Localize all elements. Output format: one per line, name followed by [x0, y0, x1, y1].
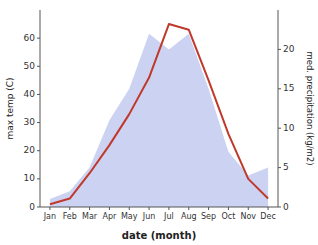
x-tick-label: Sep: [201, 212, 216, 221]
x-tick-label: Jan: [43, 212, 56, 221]
x-tick: [49, 207, 50, 210]
y-tick: [37, 122, 40, 123]
x-tick-label: Jun: [142, 212, 156, 221]
x-tick: [129, 207, 130, 210]
x-tick-label: Aug: [181, 212, 197, 221]
y-tick-label: 10: [24, 173, 36, 183]
x-tick-label: Mar: [82, 212, 98, 221]
y2-axis-line: [278, 10, 279, 207]
y-axis-line: [40, 10, 41, 207]
x-axis-label: date (month): [122, 230, 196, 241]
x-tick: [89, 207, 90, 210]
line: [50, 24, 268, 204]
y-tick-label: 0: [29, 202, 35, 212]
y-tick: [37, 178, 40, 179]
y2-tick: [278, 167, 281, 168]
x-tick-label: Nov: [240, 212, 256, 221]
y2-tick-label: 0: [283, 202, 289, 212]
x-tick-label: Apr: [102, 212, 117, 221]
y-tick: [37, 38, 40, 39]
y2-tick: [278, 207, 281, 208]
x-tick-label: May: [121, 212, 138, 221]
y2-axis-label: med. precipitation (kg/m2): [305, 51, 315, 165]
y-tick: [37, 150, 40, 151]
y-tick: [37, 94, 40, 95]
x-tick: [208, 207, 209, 210]
x-tick-label: Jul: [163, 212, 174, 221]
y2-tick: [278, 49, 281, 50]
x-tick: [69, 207, 70, 210]
y2-tick: [278, 128, 281, 129]
y-tick-label: 60: [24, 33, 36, 43]
y2-tick: [278, 88, 281, 89]
y2-tick-label: 15: [283, 83, 294, 93]
plot-area: [50, 24, 268, 207]
y2-tick-label: 20: [283, 44, 295, 54]
y-tick-label: 30: [24, 117, 36, 127]
y-tick-label: 50: [24, 61, 36, 71]
y-tick-label: 40: [24, 89, 36, 99]
y2-tick-label: 5: [283, 162, 289, 172]
x-tick-label: Oct: [221, 212, 235, 221]
x-tick-label: Dec: [260, 212, 275, 221]
x-tick: [228, 207, 229, 210]
y-axis-label: max temp (C): [5, 77, 15, 139]
x-tick: [188, 207, 189, 210]
y-tick-label: 20: [24, 145, 36, 155]
y2-tick-label: 10: [283, 123, 295, 133]
y-tick: [37, 207, 40, 208]
chart: 0 10 20 30 40 50 60 0 5 10 15 20 Jan Feb Mar Apr May Jun J…: [0, 0, 318, 245]
x-tick: [149, 207, 150, 210]
x-tick-label: Feb: [63, 212, 77, 221]
x-tick: [109, 207, 110, 210]
x-tick: [268, 207, 269, 210]
x-tick: [168, 207, 169, 210]
x-tick: [248, 207, 249, 210]
y-tick: [37, 66, 40, 67]
x-axis-line: [40, 207, 278, 208]
